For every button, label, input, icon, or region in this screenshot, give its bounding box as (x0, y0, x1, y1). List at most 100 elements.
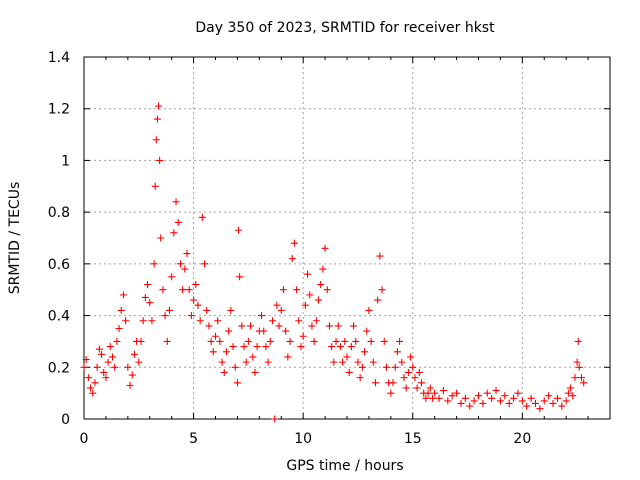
y-tick-label: 1 (61, 153, 70, 169)
data-point (496, 397, 504, 405)
data-point (391, 363, 399, 371)
data-point (84, 374, 92, 382)
y-axis-title: SRMTID / TECUs (7, 182, 23, 295)
data-point (461, 394, 469, 402)
data-point (367, 337, 375, 345)
data-point (310, 337, 318, 345)
data-point (518, 397, 526, 405)
data-point (540, 397, 548, 405)
data-point (301, 301, 309, 309)
data-point (146, 299, 154, 307)
chart-title: Day 350 of 2023, SRMTID for receiver hks… (195, 20, 495, 36)
data-point (203, 306, 211, 314)
data-point (192, 281, 200, 289)
data-point (222, 348, 230, 356)
data-point (415, 368, 423, 376)
data-point (374, 296, 382, 304)
y-tick-labels: 0 0.2 0.4 0.6 0.8 1 1.2 1.4 (48, 50, 70, 428)
x-tick-label: 0 (80, 431, 89, 447)
data-point (253, 343, 261, 351)
data-point (347, 343, 355, 351)
data-point (339, 358, 347, 366)
data-point (168, 273, 176, 281)
y-tick-label: 0 (61, 412, 70, 428)
data-point (382, 363, 390, 371)
data-point (426, 384, 434, 392)
x-tick-label: 10 (294, 431, 312, 447)
data-point (396, 337, 404, 345)
data-point (413, 384, 421, 392)
data-point (156, 156, 164, 164)
data-point (139, 317, 147, 325)
data-point (194, 301, 202, 309)
data-point (363, 327, 371, 335)
data-point (334, 322, 342, 330)
data-point (453, 389, 461, 397)
data-point (87, 384, 95, 392)
data-point (321, 244, 329, 252)
data-point (119, 291, 127, 299)
data-point (108, 353, 116, 361)
data-point (185, 286, 193, 294)
data-point (235, 226, 243, 234)
data-point (159, 286, 167, 294)
data-point (229, 343, 237, 351)
data-point (332, 337, 340, 345)
data-point (181, 265, 189, 273)
data-point (277, 306, 285, 314)
data-point (104, 358, 112, 366)
data-series-srmtid (80, 102, 588, 423)
data-point (179, 286, 187, 294)
data-point (187, 312, 195, 320)
data-point (130, 350, 138, 358)
data-point (251, 368, 259, 376)
data-point (431, 389, 439, 397)
data-point (575, 363, 583, 371)
data-point (153, 115, 161, 123)
data-point (483, 389, 491, 397)
data-point (137, 337, 145, 345)
data-point (361, 348, 369, 356)
data-point (126, 381, 134, 389)
data-point (488, 394, 496, 402)
data-point (308, 322, 316, 330)
data-point (330, 358, 338, 366)
data-point (343, 353, 351, 361)
data-point (117, 306, 125, 314)
axis-ticks (83, 56, 610, 420)
data-point (479, 399, 487, 407)
data-point (209, 348, 217, 356)
data-point (174, 218, 182, 226)
data-point (102, 374, 110, 382)
data-point (273, 301, 281, 309)
data-point (424, 389, 432, 397)
data-point (558, 402, 566, 410)
data-point (218, 358, 226, 366)
data-point (106, 343, 114, 351)
data-point (562, 397, 570, 405)
grid (84, 57, 610, 419)
data-point (190, 296, 198, 304)
data-point (163, 337, 171, 345)
data-point (573, 358, 581, 366)
data-point (297, 343, 305, 351)
data-point (345, 368, 353, 376)
data-point (115, 325, 123, 332)
data-point (220, 368, 228, 376)
data-point (492, 387, 500, 395)
data-point (523, 402, 531, 410)
data-point (574, 337, 582, 345)
data-point (306, 291, 314, 299)
data-point (315, 296, 323, 304)
data-point (439, 387, 447, 395)
data-point (564, 389, 572, 397)
data-point (323, 286, 331, 294)
data-point (242, 358, 250, 366)
data-point (244, 337, 252, 345)
data-point (514, 389, 522, 397)
data-point (354, 358, 362, 366)
data-point (212, 332, 219, 340)
data-point (470, 397, 478, 405)
data-point (350, 322, 358, 330)
data-point (198, 213, 206, 221)
